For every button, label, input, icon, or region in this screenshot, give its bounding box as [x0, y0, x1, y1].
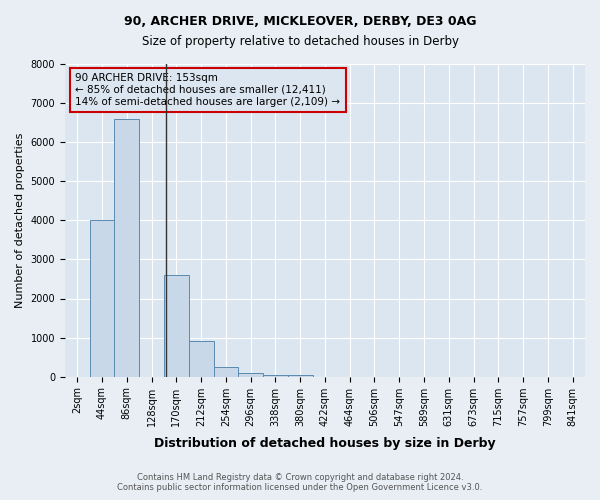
- Bar: [189, 342, 214, 376]
- X-axis label: Distribution of detached houses by size in Derby: Distribution of detached houses by size …: [154, 437, 496, 450]
- Text: 90, ARCHER DRIVE, MICKLEOVER, DERBY, DE3 0AG: 90, ARCHER DRIVE, MICKLEOVER, DERBY, DE3…: [124, 15, 476, 28]
- Text: Size of property relative to detached houses in Derby: Size of property relative to detached ho…: [142, 35, 458, 48]
- Bar: [89, 220, 115, 376]
- Bar: [115, 118, 139, 376]
- Y-axis label: Number of detached properties: Number of detached properties: [15, 132, 25, 308]
- Bar: [288, 374, 313, 376]
- Text: Contains HM Land Registry data © Crown copyright and database right 2024.
Contai: Contains HM Land Registry data © Crown c…: [118, 473, 482, 492]
- Bar: [238, 373, 263, 376]
- Bar: [214, 367, 238, 376]
- Text: 90 ARCHER DRIVE: 153sqm
← 85% of detached houses are smaller (12,411)
14% of sem: 90 ARCHER DRIVE: 153sqm ← 85% of detache…: [76, 74, 340, 106]
- Bar: [164, 275, 189, 376]
- Bar: [263, 374, 288, 376]
